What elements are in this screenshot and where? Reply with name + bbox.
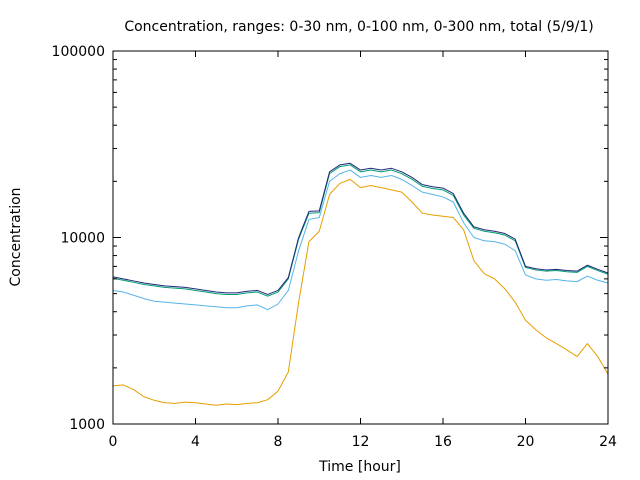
x-tick-label: 24: [599, 434, 617, 450]
x-tick-label: 8: [274, 434, 283, 450]
y-axis: 1000 10000 100000: [52, 44, 608, 433]
series-line-0-30-nm: [112, 178, 609, 406]
x-tick-label: 12: [352, 434, 370, 450]
series-layer: [112, 162, 609, 406]
x-tick-label: 16: [434, 434, 452, 450]
y-tick-label: 10000: [60, 231, 105, 247]
x-axis-label: Time [hour]: [318, 459, 401, 475]
series-line-0-100-nm: [112, 169, 609, 311]
chart-title: Concentration, ranges: 0-30 nm, 0-100 nm…: [124, 19, 593, 35]
x-tick-label: 0: [109, 434, 118, 450]
x-axis: 0 4 8 12 16 20 24: [109, 51, 617, 450]
y-tick-label: 100000: [52, 44, 105, 60]
series-line-0-300-nm: [112, 164, 609, 297]
y-tick-label: 1000: [69, 417, 105, 433]
y-axis-label: Concentration: [8, 187, 24, 286]
x-tick-label: 20: [517, 434, 535, 450]
x-tick-label: 4: [191, 434, 200, 450]
plot-frame: [112, 50, 609, 425]
series-line-total: [112, 162, 609, 295]
